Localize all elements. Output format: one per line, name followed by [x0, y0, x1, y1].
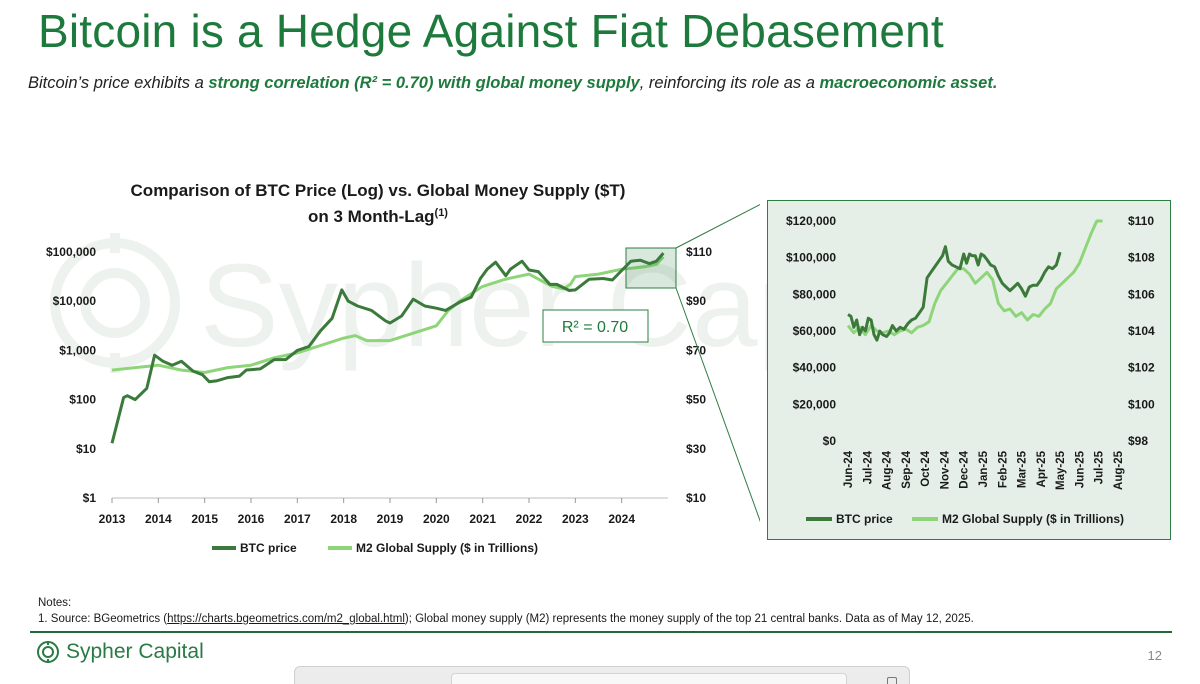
zoom-chart: $0 $20,000 $40,000 $60,000 $80,000 $100,000 $1… — [786, 214, 1155, 526]
main-x-tick-label: 2021 — [469, 512, 496, 526]
zoom-y-right-tick-label: $102 — [1128, 361, 1155, 375]
zoom-chart-panel: $0 $20,000 $40,000 $60,000 $80,000 $100,000 $1… — [767, 200, 1171, 540]
main-y-right-tick-label: $70 — [686, 343, 706, 357]
notes-source-line: 1. Source: BGeometrics (https://charts.b… — [38, 611, 974, 627]
zoom-y-left-tick-label: $40,000 — [793, 361, 837, 375]
main-y-left-tick-label: $1 — [83, 491, 97, 505]
zoom-chart-legend: BTC price M2 Global Supply ($ in Trillio… — [806, 512, 1124, 526]
main-chart-legend: BTC price M2 Global Supply ($ in Trillio… — [212, 541, 538, 555]
zoom-x-tick-label: May-25 — [1055, 450, 1067, 490]
main-x-tick-label: 2018 — [330, 512, 357, 526]
main-x-tick-label: 2017 — [284, 512, 311, 526]
zoom-x-tick-label: Oct-24 — [920, 450, 932, 486]
zoom-x-tick-label: Dec-24 — [959, 450, 971, 488]
zoom-y-left-tick-label: $80,000 — [793, 287, 837, 301]
main-y-left-tick-label: $100 — [69, 393, 96, 407]
zoom-y-right-tick-label: $104 — [1128, 324, 1155, 338]
page-subtitle: Bitcoin’s price exhibits a strong correl… — [28, 74, 997, 93]
page-title: Bitcoin is a Hedge Against Fiat Debaseme… — [38, 5, 944, 57]
main-y-left-tick-label: $1,000 — [59, 343, 96, 357]
btc-series-line — [110, 252, 665, 444]
zoom-x-tick-label: Jul-25 — [1094, 450, 1106, 484]
subtitle-highlight-correlation: strong correlation (R² = 0.70) with glob… — [208, 74, 640, 92]
zoom-btc-series-line — [847, 245, 1062, 342]
zoom-y-left-tick-label: $120,000 — [786, 214, 836, 228]
zoom-x-tick-label: Jul-24 — [862, 450, 874, 484]
main-x-tick-label: 2024 — [608, 512, 635, 526]
subtitle-part-1: Bitcoin’s price exhibits a — [28, 74, 209, 92]
main-y-right-tick-label: $90 — [686, 294, 706, 308]
main-chart-title-superscript: (1) — [435, 207, 449, 219]
zoom-x-tick-label: Jun-25 — [1074, 450, 1086, 488]
zoom-y-left-tick-label: $60,000 — [793, 324, 837, 338]
zoom-y-right-tick-label: $100 — [1128, 397, 1155, 411]
main-y-left-tick-label: $100,000 — [46, 245, 96, 259]
legend-m2-label: M2 Global Supply ($ in Trillions) — [356, 541, 538, 555]
main-y-right-tick-label: $50 — [686, 393, 706, 407]
main-x-tick-label: 2013 — [99, 512, 126, 526]
subtitle-highlight-macro: macroeconomic asset. — [819, 74, 998, 92]
main-chart-title: Comparison of BTC Price (Log) vs. Global… — [131, 181, 626, 200]
legend-btc-label: BTC price — [240, 541, 297, 555]
footer-logo: Sypher Capital — [36, 640, 204, 664]
notes: Notes: 1. Source: BGeometrics (https://c… — [38, 595, 974, 627]
zoom-plot-area: $0 $20,000 $40,000 $60,000 $80,000 $100,000 $1… — [786, 214, 1155, 490]
main-x-tick-label: 2016 — [238, 512, 265, 526]
zoom-legend-m2-label: M2 Global Supply ($ in Trillions) — [942, 512, 1124, 526]
footer-divider — [30, 631, 1172, 633]
main-y-right-tick-label: $10 — [686, 491, 706, 505]
zoom-y-left-tick-label: $100,000 — [786, 251, 836, 265]
notes-heading: Notes: — [38, 597, 72, 609]
main-y-left-tick-label: $10 — [76, 442, 96, 456]
page-number: 12 — [1147, 648, 1162, 663]
main-y-right-tick-label: $110 — [686, 245, 712, 259]
footer-brand: Sypher Capital — [66, 640, 204, 663]
m2-series-line — [111, 255, 665, 374]
zoom-highlight-box — [625, 247, 677, 289]
main-x-tick-label: 2019 — [377, 512, 404, 526]
zoom-x-tick-label: Jan-25 — [978, 450, 990, 487]
zoom-connector-bottom — [675, 287, 760, 523]
zoom-x-tick-label: Feb-25 — [997, 450, 1009, 488]
zoom-y-left-tick-label: $0 — [823, 434, 837, 448]
zoom-m2-series-line — [846, 219, 1103, 337]
zoom-y-left-tick-label: $20,000 — [793, 397, 837, 411]
zoom-y-right-tick-label: $110 — [1128, 214, 1154, 228]
main-chart-title-line2: on 3 Month-Lag(1) — [308, 207, 448, 226]
zoom-x-tick-label: Nov-24 — [939, 450, 951, 489]
sypher-logo-icon — [37, 641, 59, 663]
zoom-y-right-tick-label: $98 — [1128, 434, 1148, 448]
r-squared-box: R² = 0.70 — [542, 309, 649, 343]
zoom-y-right-tick-label: $108 — [1128, 251, 1155, 265]
r-squared-label: R² = 0.70 — [562, 319, 628, 336]
main-plot-area: 2013 2014 2015 2016 2017 2018 2019 2020 2021 2022… — [46, 245, 712, 526]
main-chart: Comparison of BTC Price (Log) vs. Global… — [46, 181, 760, 555]
zoom-connector-top — [675, 204, 760, 249]
main-x-tick-label: 2015 — [191, 512, 218, 526]
zoom-x-tick-label: Jun-24 — [843, 450, 855, 488]
main-x-tick-label: 2022 — [516, 512, 543, 526]
zoom-x-tick-label: Mar-25 — [1017, 450, 1029, 488]
main-x-tick-label: 2014 — [145, 512, 172, 526]
notes-source-suffix: ); Global money supply (M2) represents t… — [404, 613, 974, 625]
main-y-left-tick-label: $10,000 — [53, 294, 97, 308]
zoom-x-tick-label: Aug-24 — [882, 450, 894, 490]
source-link[interactable]: https://charts.bgeometrics.com/m2_global… — [167, 613, 405, 625]
zoom-y-right-tick-label: $106 — [1128, 287, 1155, 301]
bottom-toolbar — [294, 666, 910, 684]
main-x-tick-label: 2023 — [562, 512, 589, 526]
main-y-right-tick-label: $30 — [686, 442, 706, 456]
zoom-x-tick-label: Aug-25 — [1113, 450, 1125, 490]
zoom-x-tick-label: Apr-25 — [1036, 450, 1048, 487]
notes-source-prefix: 1. Source: BGeometrics ( — [38, 613, 168, 625]
main-chart-title-line2-text: on 3 Month-Lag — [308, 207, 435, 226]
zoom-x-tick-label: Sep-24 — [901, 450, 913, 488]
main-x-tick-label: 2020 — [423, 512, 450, 526]
subtitle-part-3: , reinforcing its role as a — [639, 74, 820, 92]
toolbar-field[interactable] — [451, 673, 847, 684]
zoom-legend-btc-label: BTC price — [836, 512, 893, 526]
toolbar-square-icon[interactable] — [887, 677, 897, 684]
